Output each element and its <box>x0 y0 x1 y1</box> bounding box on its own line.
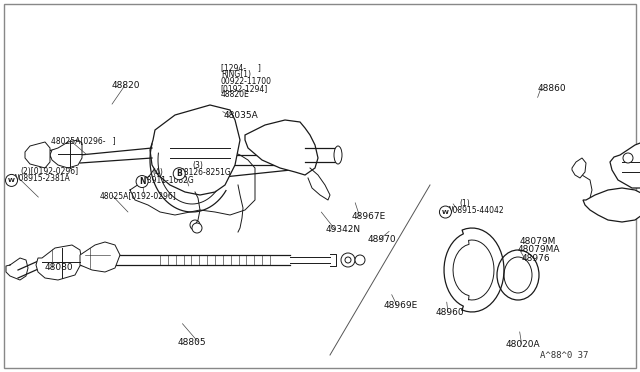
Text: (4): (4) <box>152 169 163 177</box>
Circle shape <box>190 220 200 230</box>
Text: 48820E: 48820E <box>221 90 250 99</box>
Text: 48035A: 48035A <box>224 111 259 120</box>
Text: 00922-11700: 00922-11700 <box>221 77 272 86</box>
Text: N: N <box>139 177 145 186</box>
Polygon shape <box>150 105 240 195</box>
Text: 48080: 48080 <box>45 263 74 272</box>
Text: W08915-44042: W08915-44042 <box>445 206 504 215</box>
Text: W: W <box>442 209 449 215</box>
Text: 48969E: 48969E <box>384 301 419 310</box>
Text: 08911-1082G: 08911-1082G <box>142 176 194 185</box>
Circle shape <box>6 174 17 186</box>
Text: A^88^0 37: A^88^0 37 <box>540 351 588 360</box>
Text: (3): (3) <box>192 161 203 170</box>
Text: 48820: 48820 <box>112 81 141 90</box>
Text: 48970: 48970 <box>368 235 397 244</box>
Text: 08126-8251G: 08126-8251G <box>179 169 231 177</box>
Circle shape <box>136 176 148 187</box>
Polygon shape <box>36 245 82 280</box>
Polygon shape <box>80 242 120 272</box>
Circle shape <box>345 257 351 263</box>
Text: 48020A: 48020A <box>506 340 540 349</box>
Text: 48960: 48960 <box>435 308 464 317</box>
Ellipse shape <box>334 146 342 164</box>
Text: 48025A[0296-   ]: 48025A[0296- ] <box>51 136 116 145</box>
Text: 48079M: 48079M <box>520 237 556 246</box>
Circle shape <box>341 253 355 267</box>
Text: 48976: 48976 <box>522 254 550 263</box>
Polygon shape <box>572 158 586 178</box>
Text: B: B <box>177 169 182 178</box>
Text: 49342N: 49342N <box>325 225 360 234</box>
Circle shape <box>440 206 451 218</box>
Polygon shape <box>245 120 318 175</box>
Text: (1): (1) <box>460 199 470 208</box>
Polygon shape <box>610 140 640 188</box>
Polygon shape <box>50 140 82 168</box>
Polygon shape <box>25 142 50 168</box>
Text: W08915-2381A: W08915-2381A <box>12 174 70 183</box>
Text: 48967E: 48967E <box>352 212 387 221</box>
Circle shape <box>623 153 633 163</box>
Text: RING(1): RING(1) <box>221 70 251 79</box>
Text: 48805: 48805 <box>178 338 206 347</box>
Polygon shape <box>444 228 504 312</box>
Text: 48860: 48860 <box>538 84 566 93</box>
Text: 48079MA: 48079MA <box>517 245 559 254</box>
Circle shape <box>355 255 365 265</box>
Text: W: W <box>8 178 15 183</box>
Polygon shape <box>583 188 640 222</box>
Circle shape <box>173 168 185 180</box>
Text: [0192-1294]: [0192-1294] <box>221 84 268 93</box>
Text: (2)[0192-0296]: (2)[0192-0296] <box>20 167 79 176</box>
Text: [1294-     ]: [1294- ] <box>221 64 260 73</box>
Ellipse shape <box>497 250 539 300</box>
Text: 48025A[0192-0296]: 48025A[0192-0296] <box>99 191 176 200</box>
Circle shape <box>192 223 202 233</box>
